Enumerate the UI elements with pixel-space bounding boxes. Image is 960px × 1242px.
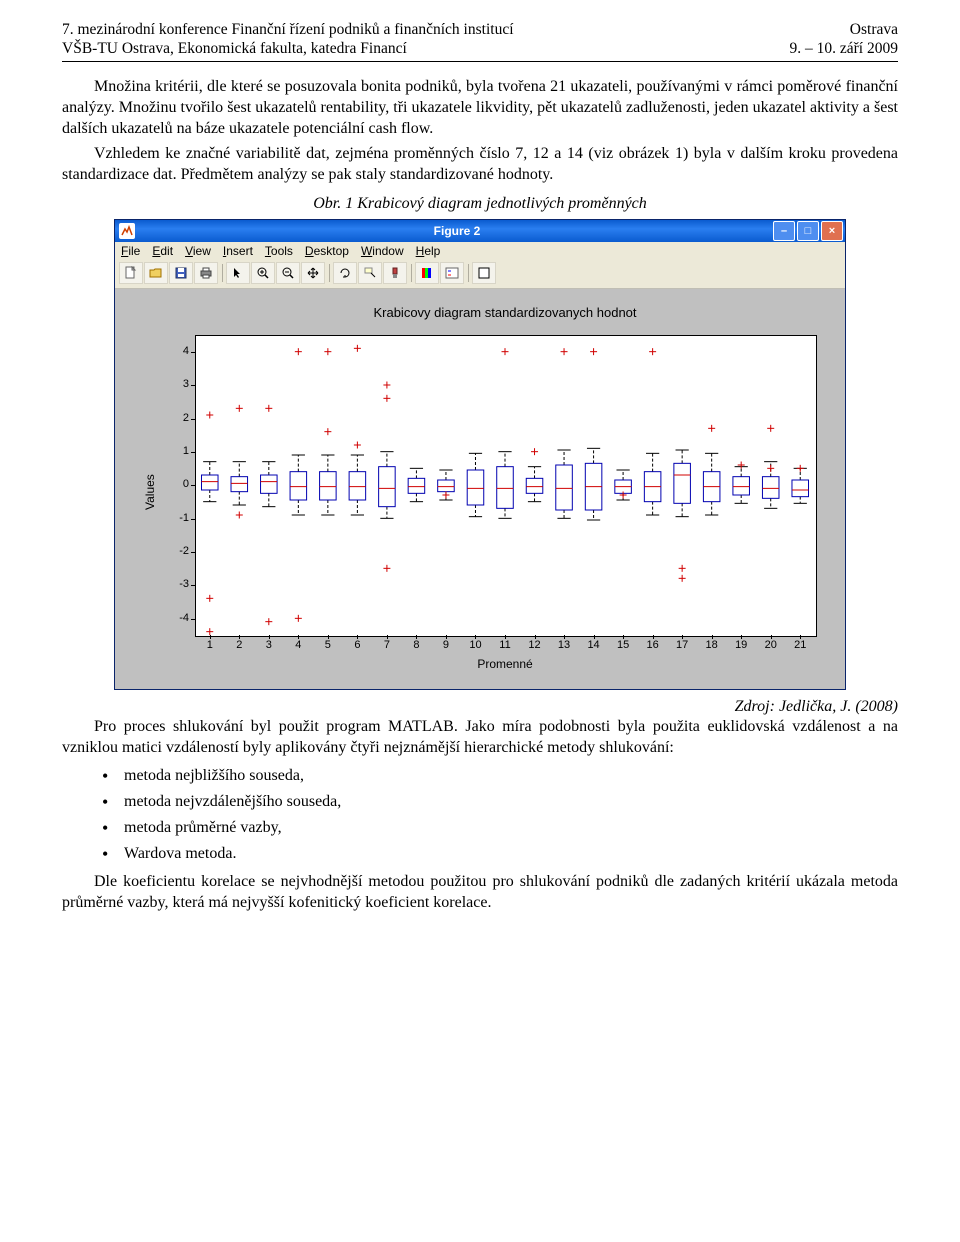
- header-left-line1: 7. mezinárodní konference Finanční řízen…: [62, 20, 514, 39]
- figure-caption: Obr. 1 Krabicový diagram jednotlivých pr…: [62, 195, 898, 213]
- zoom-out-icon[interactable]: [276, 262, 300, 284]
- toolbar: [115, 260, 845, 289]
- menu-edit[interactable]: Edit: [152, 244, 173, 258]
- toolbar-separator: [468, 264, 469, 282]
- rotate-icon[interactable]: [333, 262, 357, 284]
- paragraph-2: Vzhledem ke značné variabilitě dat, zejm…: [62, 143, 898, 185]
- menu-file[interactable]: File: [121, 244, 140, 258]
- header-left-line2: VŠB-TU Ostrava, Ekonomická fakulta, kate…: [62, 39, 514, 58]
- header-right-line1: Ostrava: [790, 20, 898, 39]
- list-item: metoda nejvzdálenějšího souseda,: [102, 793, 898, 811]
- menu-bar: File Edit View Insert Tools Desktop Wind…: [115, 242, 845, 260]
- menu-window[interactable]: Window: [361, 244, 404, 258]
- list-item: Wardova metoda.: [102, 845, 898, 863]
- colorbar-icon[interactable]: [415, 262, 439, 284]
- window-titlebar: Figure 2 – □ ×: [115, 220, 845, 242]
- menu-help[interactable]: Help: [416, 244, 441, 258]
- new-figure-icon[interactable]: [119, 262, 143, 284]
- boxplot-chart: Krabicovy diagram standardizovanych hodn…: [125, 299, 835, 679]
- header-right-line2: 9. – 10. září 2009: [790, 39, 898, 58]
- paragraph-3: Pro proces shlukování byl použit program…: [62, 716, 898, 758]
- data-cursor-icon[interactable]: [358, 262, 382, 284]
- matlab-figure-window: Figure 2 – □ × File Edit View Insert Too…: [114, 219, 846, 690]
- pointer-icon[interactable]: [226, 262, 250, 284]
- paragraph-1: Množina kritérii, dle které se posuzoval…: [62, 76, 898, 139]
- window-title: Figure 2: [141, 224, 773, 238]
- figure-source: Zdroj: Jedlička, J. (2008): [62, 698, 898, 716]
- toolbar-separator: [329, 264, 330, 282]
- page-header: 7. mezinárodní konference Finanční řízen…: [62, 20, 898, 62]
- legend-icon[interactable]: [440, 262, 464, 284]
- pan-icon[interactable]: [301, 262, 325, 284]
- matlab-logo-icon: [119, 223, 135, 239]
- list-item: metoda průměrné vazby,: [102, 819, 898, 837]
- methods-list: metoda nejbližšího souseda, metoda nejvz…: [102, 767, 898, 863]
- menu-insert[interactable]: Insert: [223, 244, 253, 258]
- window-maximize-button[interactable]: □: [797, 221, 819, 241]
- print-icon[interactable]: [194, 262, 218, 284]
- paragraph-4: Dle koeficientu korelace se nejvhodnější…: [62, 871, 898, 913]
- window-close-button[interactable]: ×: [821, 221, 843, 241]
- list-item: metoda nejbližšího souseda,: [102, 767, 898, 785]
- toolbar-separator: [222, 264, 223, 282]
- toolbar-separator: [411, 264, 412, 282]
- menu-view[interactable]: View: [185, 244, 211, 258]
- window-minimize-button[interactable]: –: [773, 221, 795, 241]
- menu-desktop[interactable]: Desktop: [305, 244, 349, 258]
- zoom-in-icon[interactable]: [251, 262, 275, 284]
- axes-icon[interactable]: [472, 262, 496, 284]
- menu-tools[interactable]: Tools: [265, 244, 293, 258]
- brush-icon[interactable]: [383, 262, 407, 284]
- save-icon[interactable]: [169, 262, 193, 284]
- open-icon[interactable]: [144, 262, 168, 284]
